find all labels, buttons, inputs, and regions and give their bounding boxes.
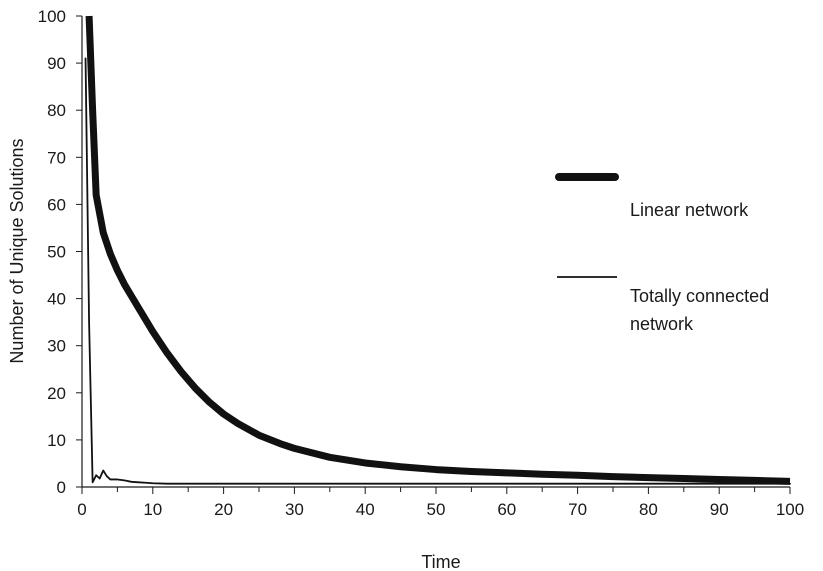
y-tick-label: 70 <box>47 148 66 167</box>
y-axis-title: Number of Unique Solutions <box>7 138 27 363</box>
legend: Linear network Totally connected network <box>555 173 769 334</box>
x-tick-label: 50 <box>427 500 446 519</box>
x-tick-label: 30 <box>285 500 304 519</box>
ticks-layer: 0 10 20 30 40 50 60 70 80 90 100 0 10 20 30 40 50 60 70 80 9… <box>38 7 805 519</box>
x-tick-label: 60 <box>497 500 516 519</box>
x-tick-label: 90 <box>710 500 729 519</box>
x-tick-label: 40 <box>356 500 375 519</box>
x-axis-title: Time <box>421 552 460 571</box>
series-line-linear-network <box>85 15 791 485</box>
y-tick-label: 80 <box>47 101 66 120</box>
series-layer <box>84 15 791 485</box>
y-tick-label: 60 <box>47 195 66 214</box>
legend-label-linear-network: Linear network <box>630 200 749 220</box>
y-tick-label: 100 <box>38 7 66 26</box>
y-tick-label: 90 <box>47 54 66 73</box>
x-tick-label: 10 <box>143 500 162 519</box>
y-tick-label: 20 <box>47 384 66 403</box>
y-tick-label: 10 <box>47 431 66 450</box>
x-tick-label: 20 <box>214 500 233 519</box>
x-tick-label: 70 <box>568 500 587 519</box>
x-tick-label: 0 <box>77 500 86 519</box>
axes-layer <box>81 16 790 488</box>
y-tick-label: 40 <box>47 290 66 309</box>
x-tick-label: 80 <box>639 500 658 519</box>
y-tick-label: 50 <box>47 243 66 262</box>
series-line-totally-connected-network <box>84 57 791 485</box>
legend-label-totally-connected-network: Totally connected network <box>630 286 769 334</box>
y-tick-label: 30 <box>47 337 66 356</box>
x-tick-label: 100 <box>776 500 804 519</box>
y-tick-label: 0 <box>57 478 66 497</box>
